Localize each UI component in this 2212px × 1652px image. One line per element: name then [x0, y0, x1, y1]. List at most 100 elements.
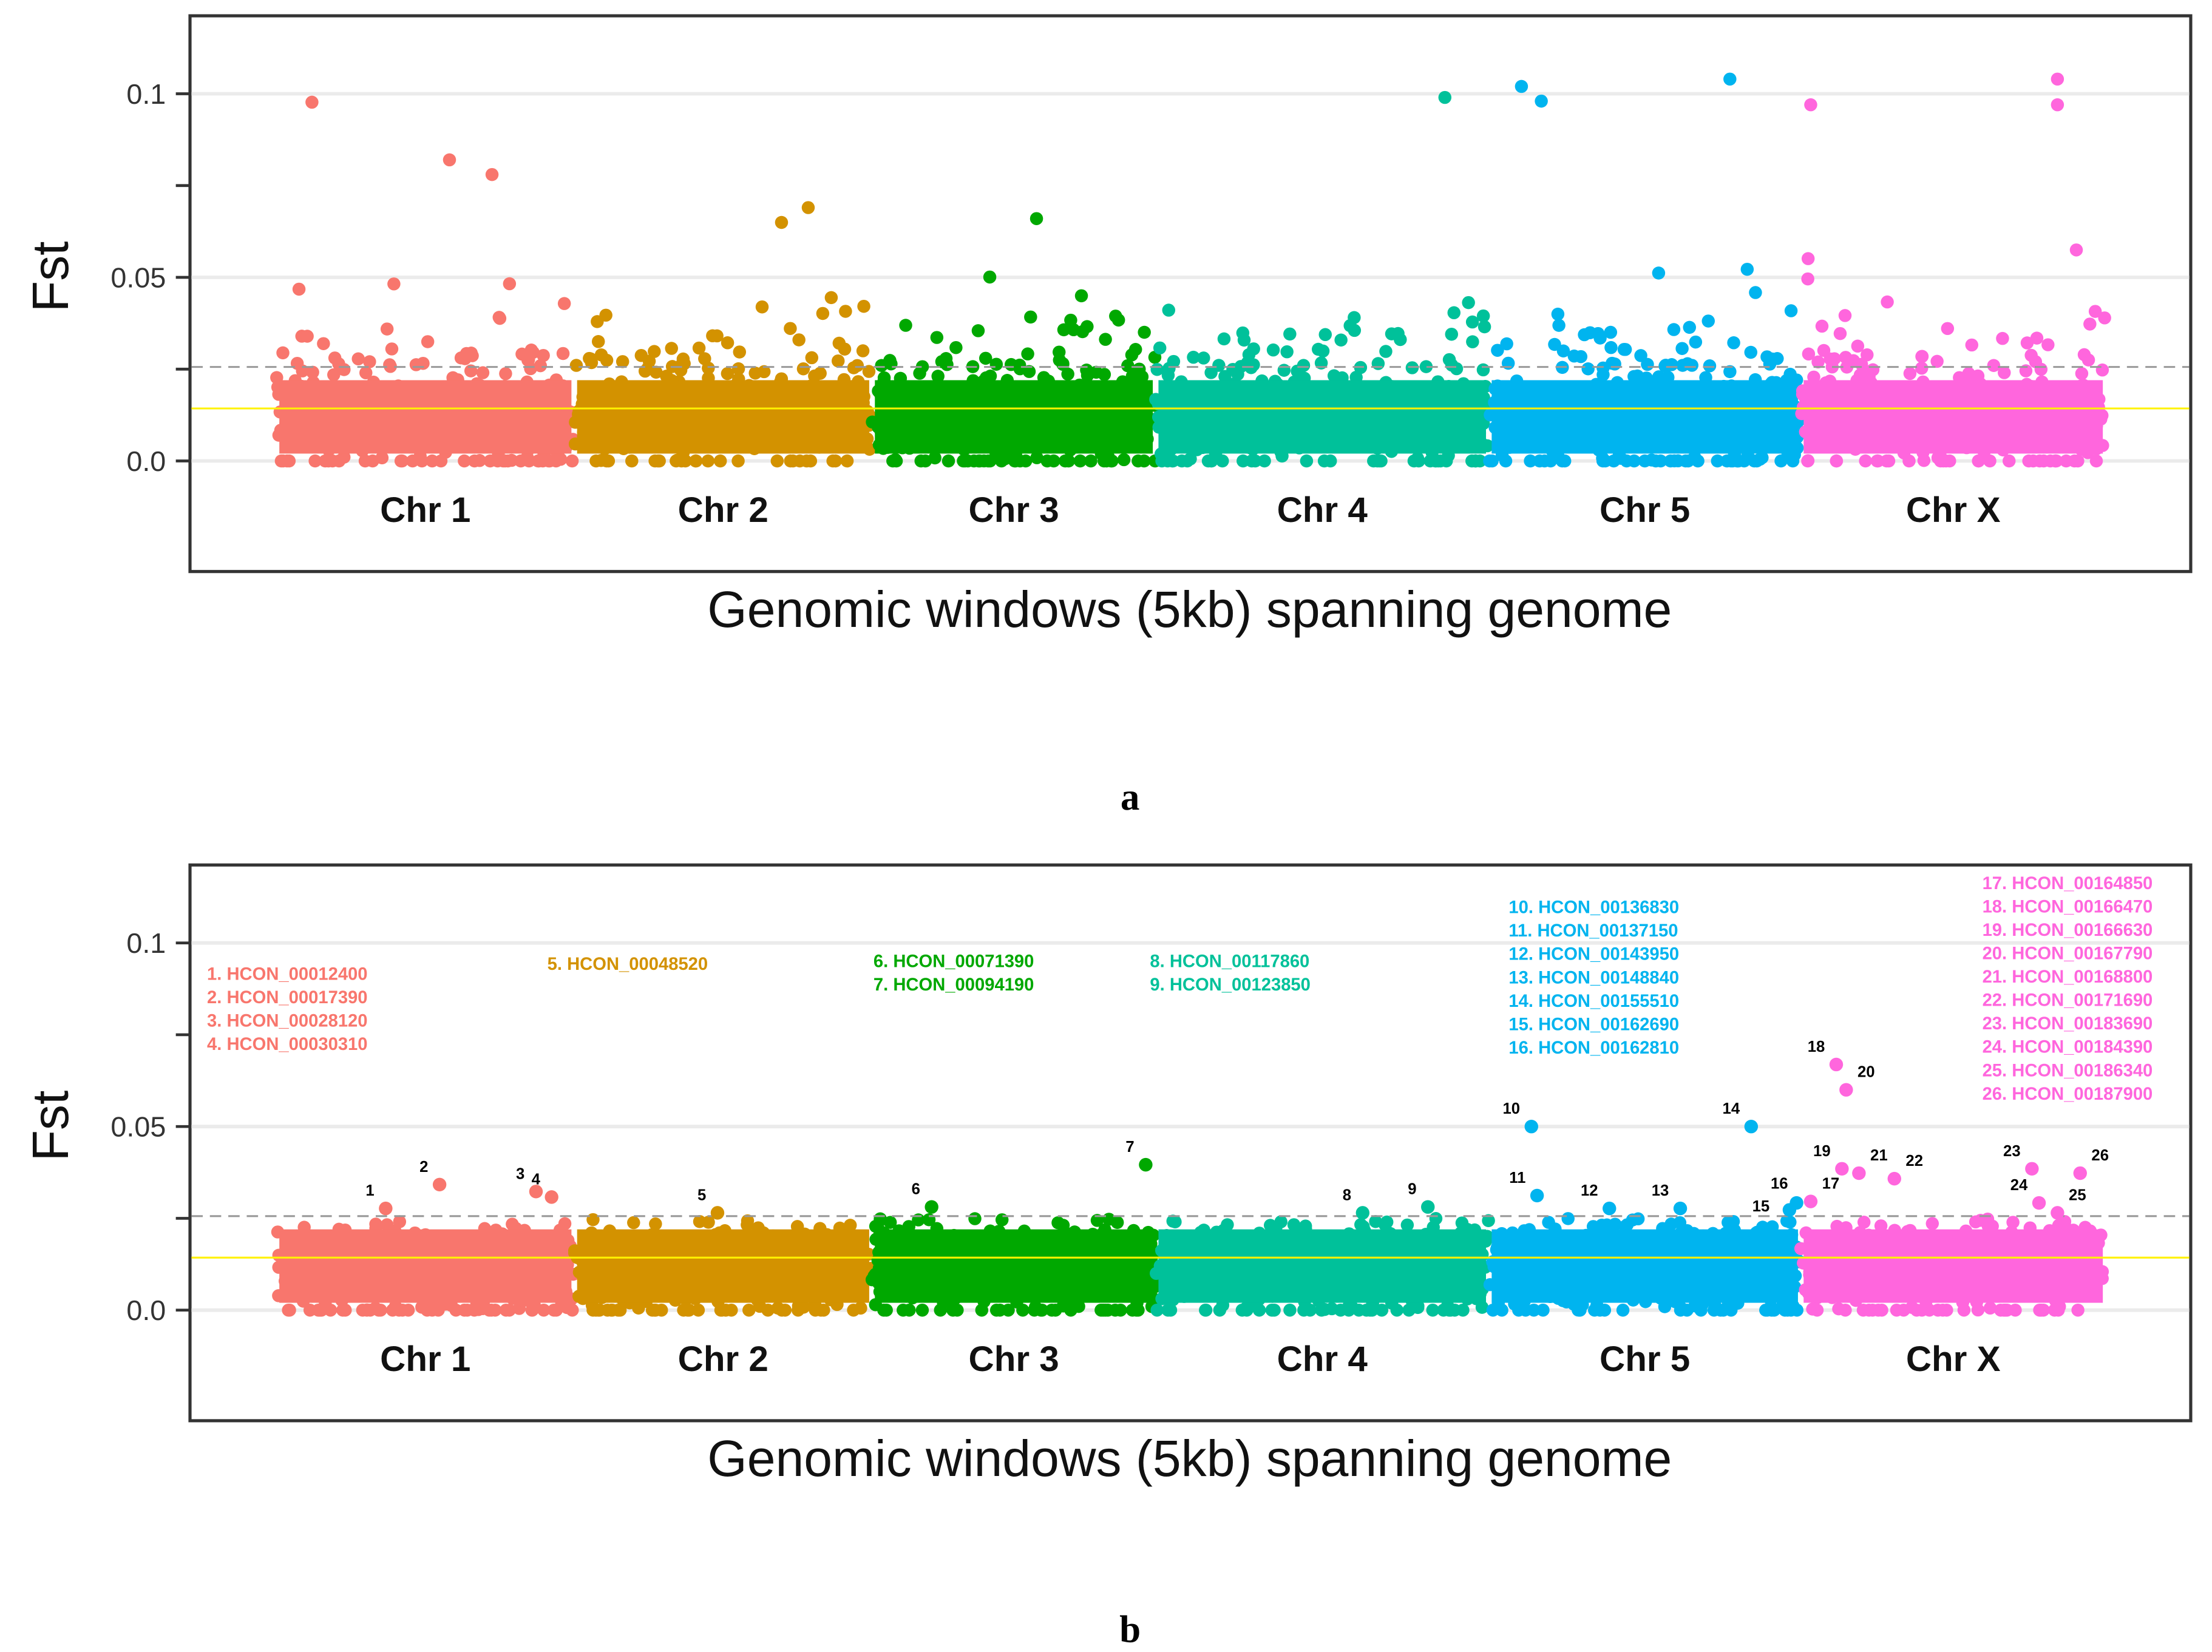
- data-point: [1102, 1213, 1116, 1226]
- gene-list-item: 9. HCON_00123850: [1150, 975, 1310, 995]
- data-point: [1727, 336, 1740, 350]
- data-point: [1167, 354, 1181, 368]
- data-point: [1099, 333, 1112, 346]
- data-point: [1859, 454, 1872, 468]
- point-number-label: 23: [2003, 1143, 2021, 1160]
- data-point: [808, 369, 821, 383]
- data-point: [524, 344, 538, 357]
- data-point: [2024, 348, 2038, 362]
- data-point: [2098, 311, 2111, 325]
- data-point: [770, 454, 784, 468]
- data-point: [363, 355, 376, 368]
- data-point: [1851, 339, 1865, 353]
- data-point: [328, 351, 342, 365]
- data-point: [351, 352, 365, 366]
- data-point: [627, 1216, 640, 1230]
- data-point: [558, 1217, 572, 1230]
- data-point: [1711, 454, 1725, 468]
- data-point: [1833, 327, 1847, 340]
- data-point: [594, 348, 608, 362]
- data-point: [468, 454, 481, 468]
- labelled-gene-point: [924, 1200, 938, 1214]
- data-point: [979, 351, 992, 365]
- data-point: [326, 454, 339, 468]
- data-point: [1753, 452, 1766, 466]
- data-point: [1187, 350, 1200, 364]
- data-point: [625, 454, 639, 468]
- gene-list-item: 23. HCON_00183690: [1983, 1014, 2153, 1034]
- data-point: [1150, 1303, 1164, 1317]
- data-point: [897, 1303, 910, 1317]
- data-point: [677, 1303, 690, 1317]
- data-point: [1881, 295, 1894, 309]
- data-point: [804, 454, 818, 468]
- dense-band: [1491, 1229, 1798, 1303]
- data-point: [1787, 1301, 1801, 1315]
- data-point: [1997, 1303, 2010, 1317]
- chromosome-label: Chr 3: [969, 1339, 1059, 1379]
- data-point: [1552, 319, 1566, 332]
- data-point: [946, 1303, 960, 1317]
- data-point: [1604, 325, 1618, 339]
- gene-list-item: 11. HCON_00137150: [1508, 921, 1678, 941]
- data-point: [1477, 320, 1491, 334]
- dense-band: [1803, 1229, 2103, 1303]
- labelled-gene-point: [1835, 1162, 1849, 1176]
- data-point: [1162, 303, 1176, 317]
- labelled-gene-point: [1803, 1194, 1818, 1208]
- data-point: [1874, 1219, 1888, 1233]
- data-point: [1280, 345, 1294, 359]
- data-point: [1221, 1218, 1234, 1231]
- data-point: [1903, 367, 1917, 381]
- data-point: [1426, 1303, 1440, 1317]
- chromosome-label: Chr 2: [678, 490, 768, 530]
- data-point: [1664, 1217, 1678, 1231]
- gene-list-item: 8. HCON_00117860: [1150, 952, 1309, 971]
- data-point: [847, 1303, 860, 1317]
- data-point: [1021, 347, 1034, 361]
- data-point: [899, 319, 912, 332]
- data-point: [702, 361, 715, 375]
- data-point: [282, 1303, 295, 1317]
- data-point: [1114, 1303, 1127, 1317]
- chromosome-label: Chr 1: [380, 1339, 470, 1379]
- data-point: [941, 454, 955, 468]
- data-point: [784, 322, 797, 335]
- data-point: [317, 337, 330, 350]
- data-point: [1237, 333, 1251, 347]
- data-point: [1266, 343, 1280, 357]
- data-point: [1300, 454, 1314, 468]
- data-point: [1059, 454, 1072, 468]
- dense-band: [1158, 380, 1487, 454]
- data-point: [648, 345, 661, 358]
- data-point: [537, 348, 550, 362]
- labelled-gene-point: [1530, 1188, 1544, 1203]
- data-point: [1128, 343, 1142, 356]
- data-point: [458, 454, 471, 468]
- data-point: [1064, 313, 1077, 327]
- data-point: [1197, 351, 1210, 365]
- data-point: [1688, 450, 1701, 464]
- data-point: [1915, 350, 1929, 363]
- data-point: [721, 367, 735, 381]
- point-number-label: 2: [419, 1159, 428, 1176]
- data-point: [1099, 1303, 1112, 1317]
- data-point: [386, 1303, 399, 1317]
- data-point: [2069, 243, 2083, 257]
- labelled-gene-point: [379, 1201, 393, 1216]
- data-point: [503, 277, 517, 291]
- data-point: [557, 297, 571, 310]
- labelled-gene-point: [1673, 1201, 1688, 1216]
- data-point: [1161, 368, 1175, 382]
- labelled-gene-point: [710, 1206, 725, 1220]
- data-point: [605, 1303, 619, 1317]
- data-point: [1090, 365, 1103, 379]
- data-point: [1411, 452, 1425, 465]
- data-point: [862, 365, 876, 378]
- gene-list-item: 13. HCON_00148840: [1508, 968, 1679, 987]
- data-point: [1499, 454, 1513, 468]
- data-point: [792, 333, 806, 347]
- data-point: [775, 215, 789, 229]
- point-number-label: 9: [1408, 1181, 1416, 1198]
